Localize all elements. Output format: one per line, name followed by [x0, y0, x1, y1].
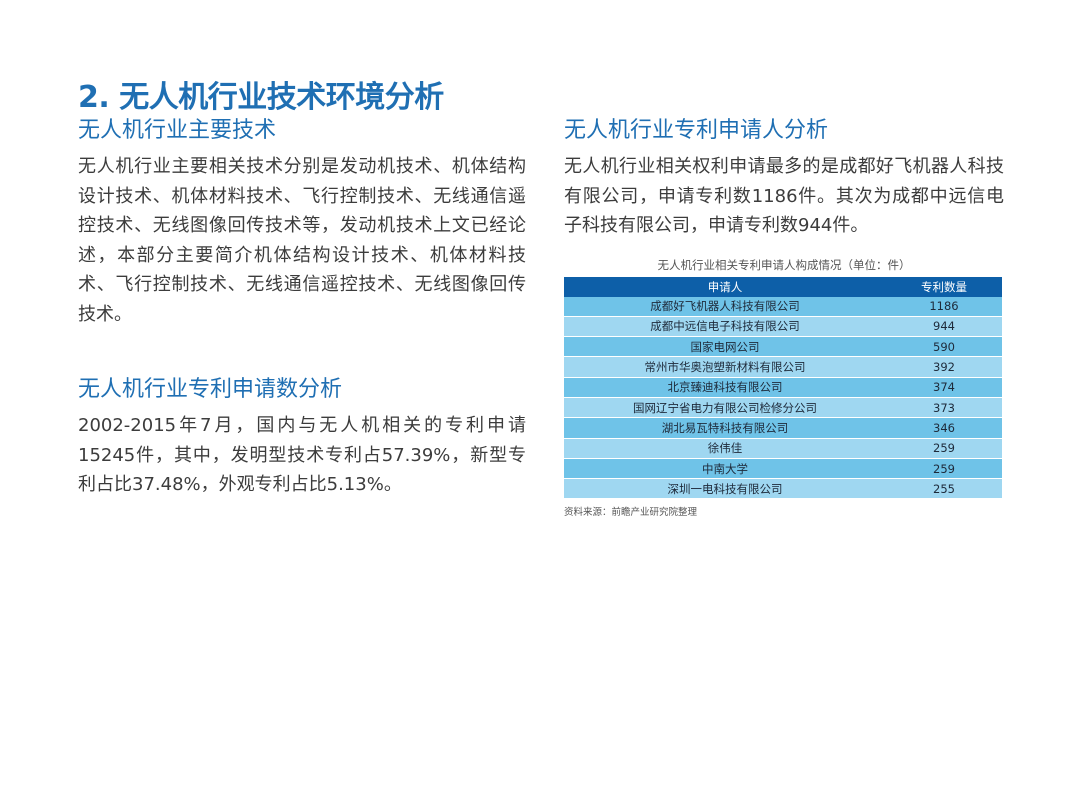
table-row: 湖北易瓦特科技有限公司 346 [564, 417, 1002, 439]
patent-count-cell: 374 [886, 377, 1002, 398]
table-row: 中南大学 259 [564, 458, 1002, 480]
table-row: 国家电网公司 590 [564, 336, 1002, 358]
right-column: 无人机行业专利申请人分析 无人机行业相关权利申请最多的是成都好飞机器人科技有限公… [564, 116, 1004, 518]
table-row: 深圳一电科技有限公司 255 [564, 478, 1002, 500]
patent-count-cell: 259 [886, 438, 1002, 459]
section-title-main-tech: 无人机行业主要技术 [78, 118, 277, 143]
section-title-applicants: 无人机行业专利申请人分析 [564, 118, 829, 143]
patent-count-cell: 1186 [886, 296, 1002, 317]
table-header-applicant: 申请人 [564, 276, 886, 297]
applicant-cell: 徐伟佳 [564, 438, 886, 459]
applicant-cell: 国家电网公司 [564, 336, 886, 358]
section-text-applicants: 无人机行业相关权利申请最多的是成都好飞机器人科技有限公司，申请专利数1186件。… [564, 156, 1004, 236]
table-row: 徐伟佳 259 [564, 438, 1002, 459]
applicant-cell: 北京臻迪科技有限公司 [564, 377, 886, 398]
table-caption: 无人机行业相关专利申请人构成情况（单位：件） [657, 257, 911, 272]
table-row: 北京臻迪科技有限公司 374 [564, 377, 1002, 398]
source-note: 资料来源：前瞻产业研究院整理 [564, 507, 698, 519]
applicant-cell: 常州市华奥泡塑新材料有限公司 [564, 356, 886, 378]
table-row: 常州市华奥泡塑新材料有限公司 392 [564, 356, 1002, 378]
left-column: 无人机行业主要技术 无人机行业主要相关技术分别是发动机技术、机体结构设计技术、机… [78, 116, 526, 500]
page-title: 2. 无人机行业技术环境分析 [78, 80, 444, 115]
section-text-main-tech: 无人机行业主要相关技术分别是发动机技术、机体结构设计技术、机体材料技术、飞行控制… [78, 156, 526, 325]
table-row: 国网辽宁省电力有限公司检修分公司 373 [564, 397, 1002, 419]
section-title-patent-count: 无人机行业专利申请数分析 [78, 377, 343, 402]
patent-count-cell: 944 [886, 316, 1002, 338]
section-text-patent-count: 2002-2015年7月，国内与无人机相关的专利申请15245件，其中，发明型技… [78, 415, 526, 495]
table-header-row: 申请人 专利数量 [564, 276, 1002, 297]
applicant-cell: 成都中远信电子科技有限公司 [564, 316, 886, 338]
applicant-cell: 国网辽宁省电力有限公司检修分公司 [564, 397, 886, 419]
patent-count-cell: 373 [886, 397, 1002, 419]
patent-count-cell: 259 [886, 458, 1002, 480]
applicant-cell: 成都好飞机器人科技有限公司 [564, 296, 886, 317]
patent-count-cell: 392 [886, 356, 1002, 378]
table-row: 成都中远信电子科技有限公司 944 [564, 316, 1002, 338]
applicant-cell: 湖北易瓦特科技有限公司 [564, 417, 886, 439]
applicant-cell: 中南大学 [564, 458, 886, 480]
patent-applicant-table: 申请人 专利数量 成都好飞机器人科技有限公司 1186 成都中远信电子科技有限公司 9… [564, 276, 1002, 500]
table-header-count: 专利数量 [886, 276, 1002, 297]
applicant-cell: 深圳一电科技有限公司 [564, 478, 886, 500]
patent-count-cell: 255 [886, 478, 1002, 500]
patent-count-cell: 590 [886, 336, 1002, 358]
patent-count-cell: 346 [886, 417, 1002, 439]
table-row: 成都好飞机器人科技有限公司 1186 [564, 296, 1002, 317]
